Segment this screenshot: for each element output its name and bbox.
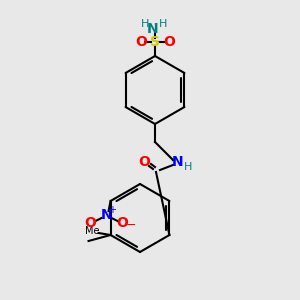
Text: +: + [108,205,116,215]
Text: N: N [147,22,159,36]
Text: S: S [150,35,160,49]
Text: N: N [101,208,112,222]
Text: O: O [163,35,175,49]
Text: O: O [135,35,147,49]
Text: O: O [85,216,97,230]
Text: H: H [141,19,149,29]
Text: H: H [159,19,167,29]
Text: −: − [125,218,136,232]
Text: H: H [184,162,192,172]
Text: O: O [117,216,128,230]
Text: Me: Me [85,226,100,236]
Text: O: O [138,155,150,169]
Text: N: N [172,155,184,169]
